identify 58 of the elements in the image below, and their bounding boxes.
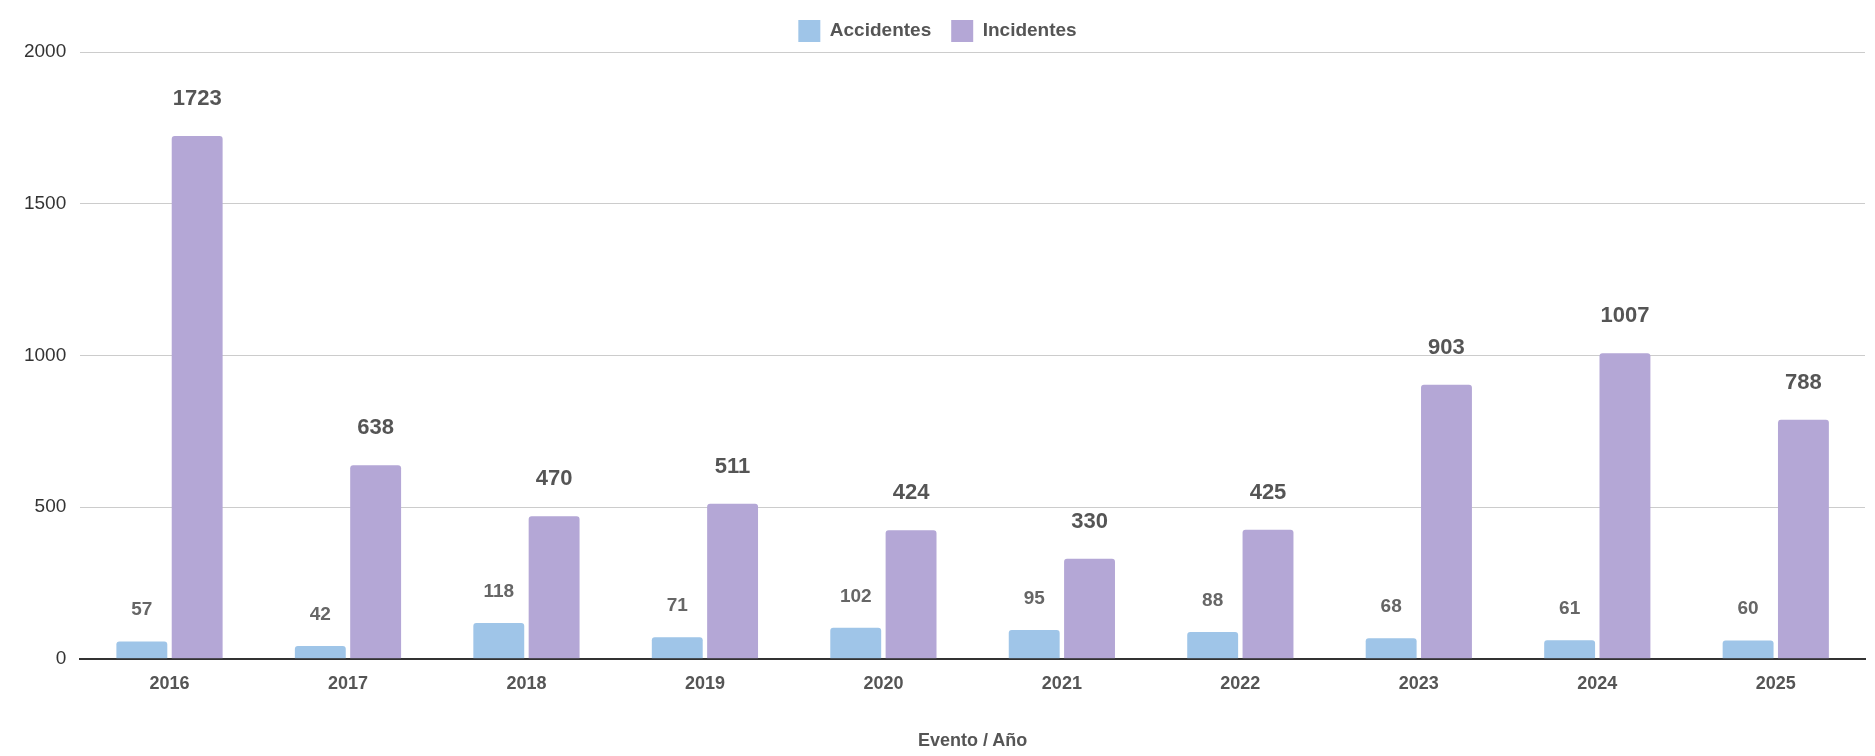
data-label: 330 [1071, 507, 1108, 533]
x-tick-label: 2024 [1577, 672, 1618, 693]
x-tick-label: 2021 [1041, 672, 1082, 693]
data-label: 71 [666, 593, 689, 615]
data-label: 511 [714, 452, 751, 478]
bar [651, 637, 703, 659]
x-tick-label: 2016 [149, 672, 190, 693]
y-tick-label: 2000 [23, 40, 67, 62]
data-label: 57 [131, 598, 153, 620]
y-tick-label: 1000 [23, 343, 67, 365]
bar [1599, 353, 1651, 659]
bar [1187, 632, 1239, 659]
data-label: 470 [535, 465, 573, 491]
bar [1064, 558, 1115, 659]
bar [1242, 529, 1294, 659]
data-label: 61 [1559, 597, 1581, 619]
x-tick-label: 2025 [1755, 672, 1796, 693]
bar [1722, 640, 1774, 659]
legend-label: Incidentes [982, 19, 1077, 41]
data-label: 425 [1249, 478, 1287, 504]
y-tick-label: 500 [34, 495, 67, 517]
bar [116, 641, 168, 659]
bar [885, 530, 937, 659]
x-axis-title: Evento / Año [917, 730, 1028, 751]
bar [350, 465, 402, 659]
data-label: 102 [839, 584, 872, 606]
x-tick-label: 2022 [1220, 672, 1261, 693]
data-label: 424 [892, 479, 931, 505]
bar [707, 503, 759, 659]
data-label: 68 [1380, 594, 1402, 616]
data-label: 60 [1737, 597, 1759, 619]
data-label: 788 [1785, 368, 1822, 394]
y-tick-label: 0 [55, 647, 67, 669]
x-tick-label: 2017 [327, 672, 368, 693]
y-tick-label: 1500 [23, 191, 67, 213]
x-tick-label: 2023 [1398, 672, 1439, 693]
bar [1544, 640, 1596, 659]
data-label: 903 [1428, 333, 1465, 359]
data-label: 88 [1202, 588, 1224, 610]
data-label: 1723 [172, 85, 222, 111]
x-tick-label: 2020 [863, 672, 904, 693]
x-tick-label: 2018 [506, 672, 547, 693]
bar [1421, 384, 1472, 659]
bar [830, 627, 882, 659]
bar [1008, 629, 1060, 659]
data-label: 1007 [1600, 302, 1650, 328]
legend-label: Accidentes [829, 19, 932, 41]
data-label: 95 [1023, 586, 1046, 608]
data-label: 118 [483, 579, 515, 601]
data-label: 42 [309, 602, 331, 624]
bar [171, 136, 223, 659]
bar [528, 516, 580, 659]
data-label: 638 [357, 414, 394, 440]
x-tick-label: 2019 [684, 672, 725, 693]
bar [1777, 419, 1829, 659]
bar [1365, 638, 1417, 659]
bar [294, 646, 346, 659]
bar [473, 623, 525, 659]
